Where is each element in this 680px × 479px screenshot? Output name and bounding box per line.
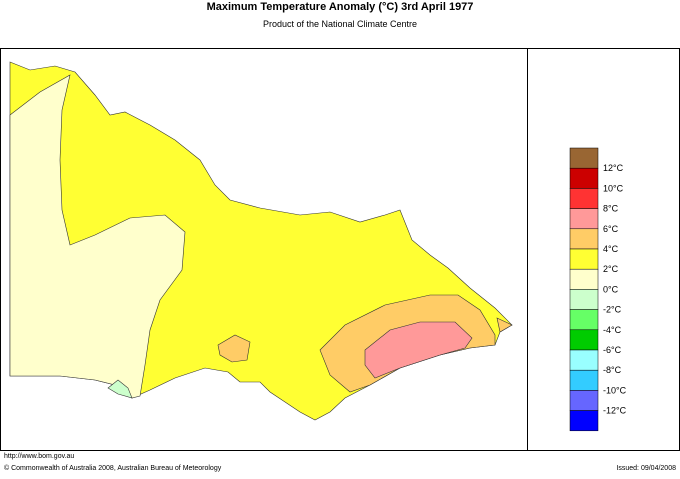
legend-swatch bbox=[569, 390, 599, 411]
title: Maximum Temperature Anomaly (°C) 3rd Apr… bbox=[207, 1, 474, 13]
map bbox=[9, 61, 513, 421]
legend-swatch bbox=[569, 329, 599, 351]
legend-label: -2°C bbox=[603, 305, 622, 315]
legend-swatch bbox=[569, 228, 599, 250]
legend-label: -4°C bbox=[603, 325, 622, 335]
legend-swatch bbox=[569, 349, 599, 371]
region-6c-tip bbox=[496, 317, 513, 333]
legend-label: -6°C bbox=[603, 345, 622, 355]
legend-swatch bbox=[569, 410, 599, 432]
footer-url: http://www.bom.gov.au bbox=[4, 453, 74, 460]
legend-swatch bbox=[569, 167, 599, 189]
legend-swatch bbox=[569, 248, 599, 270]
legend-swatch bbox=[569, 369, 599, 391]
legend-swatch bbox=[569, 208, 599, 230]
legend-label: 8°C bbox=[603, 204, 619, 214]
legend-label: 10°C bbox=[603, 183, 624, 193]
region-2c bbox=[9, 74, 186, 399]
legend-label: 6°C bbox=[603, 224, 619, 234]
legend-label: -10°C bbox=[603, 385, 627, 395]
legend-swatch bbox=[569, 268, 599, 290]
legend-label: 4°C bbox=[603, 244, 619, 254]
region-0c bbox=[107, 379, 133, 399]
region-6c-bay bbox=[217, 334, 251, 363]
footer-copyright: © Commonwealth of Australia 2008, Austra… bbox=[4, 464, 222, 472]
legend-label: -12°C bbox=[603, 406, 627, 416]
legend-swatch bbox=[569, 147, 599, 169]
legend-swatch bbox=[569, 289, 599, 310]
legend-label: 0°C bbox=[603, 284, 619, 294]
legend: 12°C 10°C 8°C 6°C 4°C 2°C 0°C -2°C -4°C -6°C -8°C -… bbox=[569, 147, 627, 432]
legend-label: 12°C bbox=[603, 163, 624, 173]
legend-label: 2°C bbox=[603, 264, 619, 274]
legend-swatch bbox=[569, 188, 599, 209]
subtitle: Product of the National Climate Centre bbox=[263, 19, 417, 29]
region-8c bbox=[364, 321, 473, 379]
legend-swatch bbox=[569, 309, 599, 331]
footer-issued: Issued: 09/04/2008 bbox=[616, 465, 676, 472]
legend-label: -8°C bbox=[603, 365, 622, 375]
